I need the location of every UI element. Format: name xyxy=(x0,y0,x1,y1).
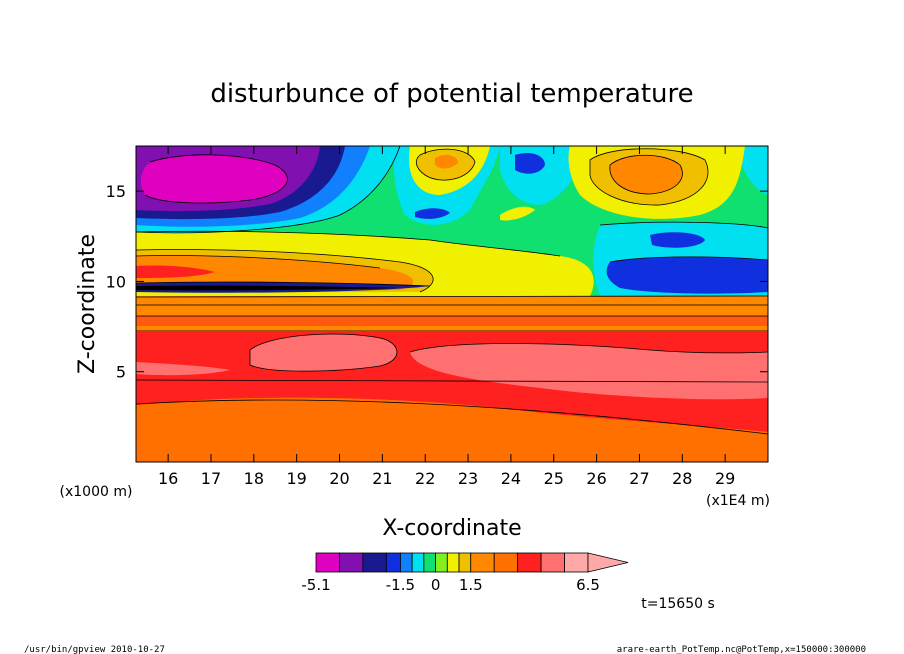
x-tick-label: 17 xyxy=(201,469,221,488)
x-tick-label: 25 xyxy=(544,469,564,488)
colorbar-segment xyxy=(470,552,495,573)
contour-blue-cell-1 xyxy=(606,256,768,294)
x-tick-label: 29 xyxy=(715,469,735,488)
colorbar-tick-label: -5.1 xyxy=(301,576,330,594)
colorbar-tick-label: 0 xyxy=(431,576,441,594)
time-label: t=15650 s xyxy=(641,596,715,612)
contour-band-red xyxy=(136,316,768,326)
x-tick-label: 27 xyxy=(629,469,649,488)
colorbar-segment xyxy=(517,552,542,573)
contour-orange-cell-small xyxy=(435,154,458,169)
contour-lines xyxy=(136,146,768,435)
contour-orange-cell xyxy=(609,155,683,194)
colorbar-segment xyxy=(564,552,589,573)
contour-cyan-4 xyxy=(740,146,768,195)
y-axis: 5 10 15 xyxy=(106,182,768,382)
colorbar-segment xyxy=(423,552,436,573)
colorbar-segment xyxy=(446,552,460,573)
contour-patch-pink-2 xyxy=(410,343,768,400)
colorbar-segment xyxy=(315,552,340,573)
x-tick-label: 20 xyxy=(329,469,349,488)
contour-yellow-4 xyxy=(500,206,535,221)
x-tick-label: 23 xyxy=(458,469,478,488)
colorbar-segment xyxy=(411,552,425,573)
plot-frame xyxy=(135,145,769,463)
colorbar-segment xyxy=(385,552,401,573)
contour-blue-cell-4 xyxy=(415,208,450,219)
contour-patch-pink-1 xyxy=(250,334,397,372)
footer-left: /usr/bin/gpview 2010-10-27 xyxy=(24,645,165,654)
colorbar-tick-labels: -5.1 -1.5 0 1.5 6.5 xyxy=(301,576,600,594)
contour-plot-area xyxy=(136,146,768,462)
x-tick-label: 22 xyxy=(415,469,435,488)
x-tick-label: 19 xyxy=(286,469,306,488)
x-axis: 16 17 18 19 20 21 22 23 24 25 26 27 28 29 xyxy=(158,146,735,488)
x-tick-label: 18 xyxy=(244,469,264,488)
contour-blue-cell-3 xyxy=(515,153,545,174)
x-tick-label: 28 xyxy=(672,469,692,488)
chart-title: disturbunce of potential temperature xyxy=(210,79,693,109)
colorbar-tick-label: 6.5 xyxy=(576,576,600,594)
y-tick-label: 15 xyxy=(106,182,126,201)
contour-band-orange xyxy=(136,296,768,332)
contour-blue-cell-2 xyxy=(650,232,705,248)
y-unit-label: (x1000 m) xyxy=(60,484,133,500)
colorbar xyxy=(315,552,629,573)
colorbar-segment xyxy=(435,552,448,573)
x-tick-label: 24 xyxy=(501,469,521,488)
colorbar-tick-label: 1.5 xyxy=(459,576,483,594)
x-tick-label: 16 xyxy=(158,469,178,488)
colorbar-tick-label: -1.5 xyxy=(386,576,415,594)
colorbar-segment xyxy=(339,552,364,573)
contour-patch-pink-3 xyxy=(136,362,230,376)
y-axis-title: Z-coordinate xyxy=(75,234,100,374)
x-tick-label: 21 xyxy=(372,469,392,488)
colorbar-segment xyxy=(540,552,565,573)
contour-cold-core xyxy=(140,154,288,203)
colorbar-segment xyxy=(362,552,387,573)
contour-red-patch xyxy=(136,265,215,278)
footer-right: arare-earth_PotTemp.nc@PotTemp,x=150000:… xyxy=(617,645,866,654)
y-tick-label: 5 xyxy=(116,363,126,382)
x-unit-label: (x1E4 m) xyxy=(706,493,770,509)
colorbar-segment xyxy=(458,552,472,573)
colorbar-segment xyxy=(493,552,519,573)
x-tick-label: 26 xyxy=(586,469,606,488)
x-axis-title: X-coordinate xyxy=(382,516,521,541)
contour-inversion-core xyxy=(136,285,400,291)
colorbar-segment xyxy=(400,552,413,573)
y-tick-label: 10 xyxy=(106,272,126,291)
colorbar-extend-arrow xyxy=(587,552,629,573)
